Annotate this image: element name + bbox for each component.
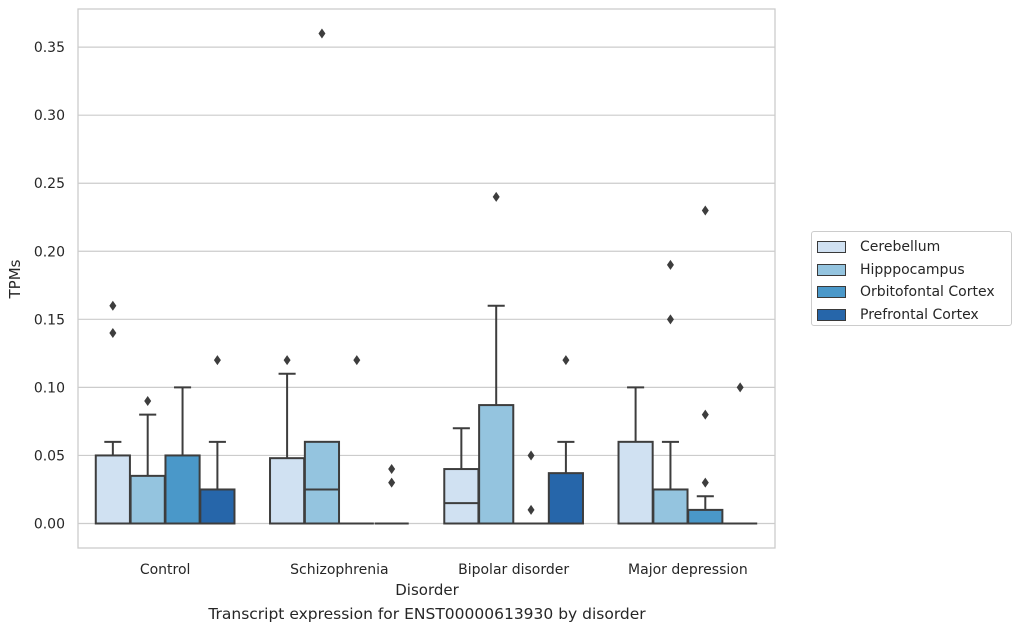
- y-tick-label: 0.20: [34, 244, 65, 260]
- outlier-point: [701, 477, 709, 488]
- legend-swatch: [817, 286, 846, 299]
- y-tick-label: 0.15: [34, 312, 65, 328]
- outlier-point: [527, 450, 535, 461]
- outlier-point: [666, 259, 674, 270]
- outlier-point: [701, 409, 709, 420]
- legend-item: Hipppocampus: [817, 259, 1011, 282]
- box-3-2: [547, 355, 584, 525]
- outlier-point: [213, 355, 221, 366]
- y-tick-label: 0.30: [34, 108, 65, 124]
- outlier-point: [318, 28, 326, 39]
- legend-swatch: [817, 308, 846, 321]
- legend-swatch: [817, 241, 846, 254]
- chart-title: Transcript expression for ENST0000061393…: [208, 605, 646, 623]
- outlier-point: [388, 477, 396, 488]
- legend-item: Prefrontal Cortex: [817, 304, 1011, 327]
- y-tick-labels: 0.00 0.05 0.10 0.15 0.20 0.25 0.30 0.35: [34, 40, 65, 532]
- box-2-2: [513, 450, 549, 525]
- legend-label: Prefrontal Cortex: [860, 306, 979, 323]
- box-body: [478, 404, 515, 525]
- box-body: [199, 488, 236, 525]
- box-2-3: [687, 205, 724, 525]
- x-tick-label: Schizophrenia: [290, 562, 388, 578]
- box-3-1: [374, 464, 409, 525]
- box-0-1: [269, 355, 306, 525]
- x-tick-label: Control: [140, 562, 191, 578]
- box-body: [687, 508, 724, 525]
- outlier-point: [736, 382, 744, 393]
- outlier-point: [562, 355, 570, 366]
- box-1-0: [129, 396, 166, 525]
- legend-item: Orbitofontal Cortex: [817, 281, 1011, 304]
- box-1-1: [303, 28, 341, 525]
- box-body: [94, 454, 131, 525]
- legend-item: Cerebellum: [817, 236, 1011, 259]
- box-body: [164, 454, 201, 525]
- outlier-point: [283, 355, 291, 366]
- box-body: [269, 457, 306, 525]
- y-axis-label: TPMs: [6, 259, 24, 299]
- box-1-3: [652, 259, 689, 525]
- y-tick-label: 0.00: [34, 517, 65, 533]
- legend-label: Hipppocampus: [860, 261, 965, 278]
- x-tick-label: Major depression: [628, 562, 748, 578]
- outlier-point: [492, 191, 500, 202]
- box-body: [443, 468, 480, 525]
- box-3-3: [723, 382, 758, 525]
- y-tick-label: 0.35: [34, 40, 65, 56]
- x-axis-label: Disorder: [395, 581, 459, 599]
- y-tick-label: 0.05: [34, 448, 65, 464]
- box-0-3: [617, 386, 654, 525]
- box-3-0: [199, 355, 236, 525]
- outlier-point: [144, 396, 152, 406]
- box-body: [547, 472, 584, 525]
- outlier-point: [109, 300, 117, 311]
- y-tick-label: 0.10: [34, 380, 65, 396]
- box-body: [129, 474, 166, 525]
- box-body: [303, 440, 341, 525]
- box-2-1: [339, 355, 374, 525]
- outlier-point: [701, 205, 709, 216]
- box-marks: [94, 28, 758, 525]
- legend: Cerebellum Hipppocampus Orbitofontal Corte…: [811, 231, 1012, 326]
- outlier-point: [666, 314, 674, 325]
- box-body: [652, 488, 689, 525]
- box-body: [617, 440, 654, 525]
- legend-swatch: [817, 263, 846, 276]
- x-tick-label: Bipolar disorder: [458, 562, 569, 578]
- legend-label: Orbitofontal Cortex: [860, 284, 995, 301]
- outlier-point: [109, 327, 117, 338]
- outlier-point: [527, 504, 535, 515]
- box-2-0: [164, 386, 201, 525]
- outlier-point: [388, 464, 396, 475]
- x-tick-labels: Control Schizophrenia Bipolar disorder Majo…: [140, 562, 748, 578]
- y-tick-label: 0.25: [34, 176, 65, 192]
- outlier-point: [353, 355, 361, 366]
- plot-frame: [77, 8, 776, 549]
- box-0-0: [94, 300, 131, 525]
- legend-label: Cerebellum: [860, 239, 941, 256]
- box-1-2: [478, 191, 515, 525]
- box-0-2: [443, 427, 480, 525]
